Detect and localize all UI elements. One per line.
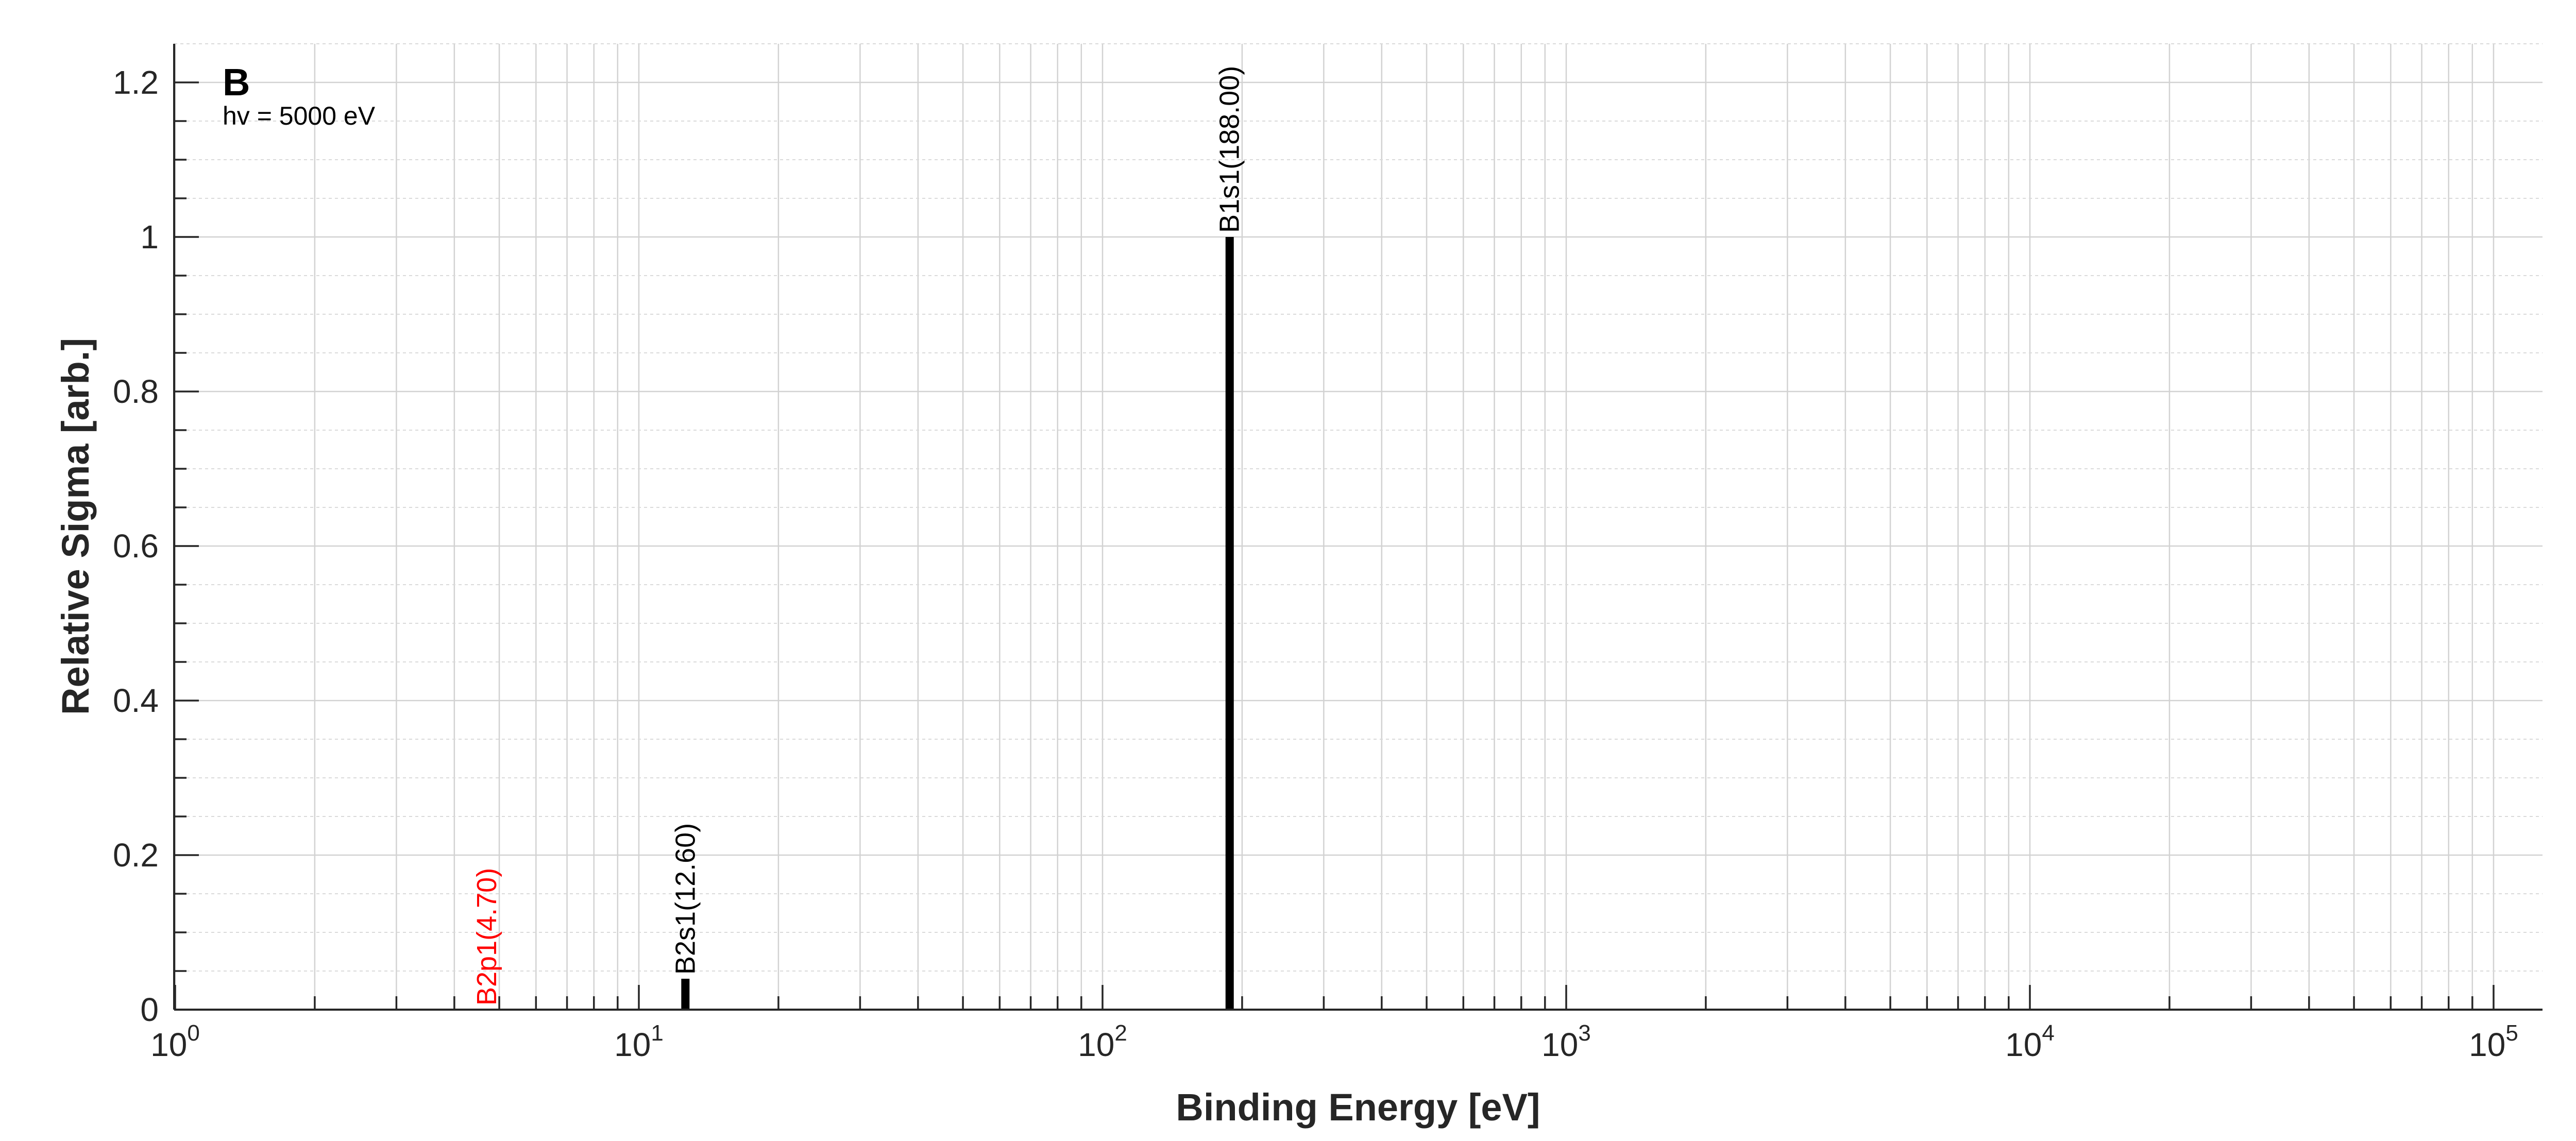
peak-bars bbox=[681, 237, 1234, 1010]
y-tick-label: 0.8 bbox=[113, 373, 159, 410]
x-tick-label: 101 bbox=[614, 1020, 664, 1063]
peak-label: B2s1(12.60) bbox=[670, 823, 701, 975]
y-ticks: 0 0.2 0.4 0.6 0.8 1 1.2 bbox=[113, 64, 199, 1028]
grid bbox=[174, 43, 2543, 1011]
x-tick-label: 104 bbox=[2005, 1020, 2055, 1063]
peak-label: B1s1(188.00) bbox=[1214, 66, 1245, 233]
y-tick-label: 0.4 bbox=[113, 682, 159, 719]
peak-labels: B2p1(4.70) B2s1(12.60) B1s1(188.00) bbox=[471, 66, 1245, 1006]
peak-label: B2p1(4.70) bbox=[471, 868, 502, 1006]
peak-bar bbox=[1225, 237, 1234, 1010]
x-axis-title: Binding Energy [eV] bbox=[1176, 1086, 1540, 1129]
y-axis-title: Relative Sigma [arb.] bbox=[54, 338, 97, 715]
y-tick-label: 0.2 bbox=[113, 837, 159, 874]
x-tick-label: 102 bbox=[1078, 1020, 1127, 1063]
y-tick-label: 1 bbox=[140, 218, 159, 256]
y-tick-label: 0 bbox=[140, 991, 159, 1028]
x-ticks: 100 101 102 103 104 105 bbox=[150, 985, 2518, 1063]
peak-bar bbox=[681, 979, 690, 1010]
chart-title: B bbox=[223, 61, 250, 104]
x-tick-label: 103 bbox=[1541, 1020, 1591, 1063]
x-tick-label: 105 bbox=[2469, 1020, 2518, 1063]
y-tick-label: 0.6 bbox=[113, 527, 159, 565]
x-tick-label: 100 bbox=[150, 1020, 200, 1063]
chart-subtitle: hv = 5000 eV bbox=[223, 101, 376, 130]
y-tick-label: 1.2 bbox=[113, 64, 159, 101]
axes bbox=[173, 44, 2543, 1011]
